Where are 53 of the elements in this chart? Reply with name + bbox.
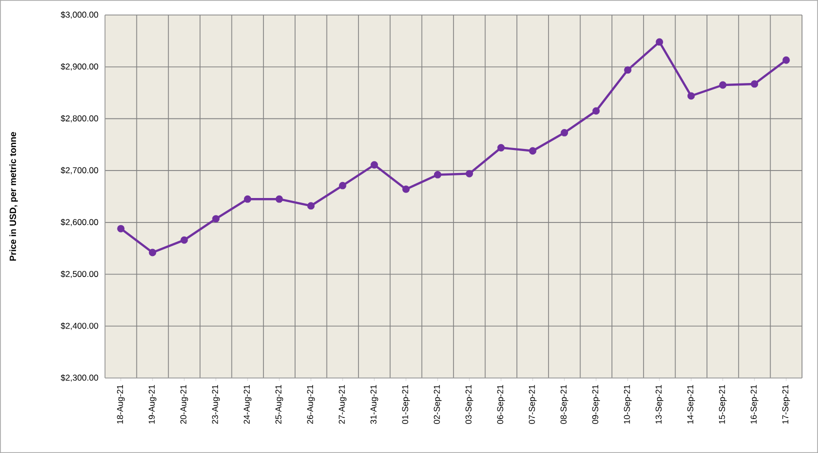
x-tick-label: 19-Aug-21: [148, 384, 156, 424]
y-tick-label: $2,300.00: [60, 374, 98, 382]
x-tick-label: 07-Sep-21: [528, 384, 537, 424]
y-tick-label: $2,900.00: [60, 63, 98, 71]
x-tick-label: 23-Aug-21: [212, 384, 220, 424]
x-tick-label: 08-Sep-21: [560, 384, 568, 424]
point: [529, 147, 536, 155]
point: [117, 224, 125, 232]
x-tick-label: 25-Aug-21: [275, 384, 284, 424]
point: [687, 92, 695, 100]
point: [338, 182, 346, 190]
point: [560, 129, 568, 136]
y-axis-title: Price in USD, per metric tonne: [9, 132, 18, 261]
x-tick-label: 17-Sep-21: [782, 384, 790, 424]
y-tick-label: $3,000.00: [60, 11, 98, 19]
x-tick-label: 10-Sep-21: [624, 384, 632, 424]
x-tick-label: 15-Sep-21: [718, 384, 727, 424]
x-tick-label: 03-Sep-21: [466, 384, 474, 424]
point: [148, 248, 156, 256]
x-tick-label: 20-Aug-21: [180, 384, 188, 424]
x-tick-label: 16-Sep-21: [750, 384, 758, 424]
point: [244, 195, 252, 203]
point: [276, 195, 283, 203]
x-tick-label: 24-Aug-21: [244, 384, 252, 424]
x-tick-label: 31-Aug-21: [370, 384, 378, 424]
y-tick-label: $2,800.00: [60, 115, 98, 122]
point: [782, 56, 790, 64]
point: [466, 170, 474, 178]
point: [656, 38, 664, 46]
x-tick-label: 13-Sep-21: [656, 384, 664, 424]
point: [402, 186, 410, 193]
point: [434, 171, 442, 178]
point: [497, 144, 505, 152]
x-tick-label: 14-Sep-21: [687, 384, 695, 424]
point: [592, 107, 600, 115]
x-tick-label: 26-Aug-21: [307, 384, 315, 424]
y-tick-label: $2,500.00: [60, 270, 98, 278]
x-tick-label: 09-Sep-21: [592, 384, 600, 424]
point: [719, 81, 726, 89]
point: [180, 236, 188, 244]
x-tick-label: 18-Aug-21: [117, 384, 125, 424]
point: [307, 202, 315, 210]
y-tick-label: $2,600.00: [60, 218, 98, 226]
y-tick-label: $2,700.00: [60, 166, 98, 174]
y-tick-label: $2,400.00: [60, 322, 98, 330]
x-tick-label: 01-Sep-21: [402, 384, 410, 424]
point: [212, 215, 220, 222]
x-tick-label: 27-Aug-21: [338, 384, 346, 424]
point: [370, 161, 378, 169]
point: [750, 80, 758, 88]
x-tick-label: 02-Sep-21: [434, 384, 442, 424]
x-tick-label: 06-Sep-21: [497, 384, 505, 424]
point: [624, 66, 632, 74]
